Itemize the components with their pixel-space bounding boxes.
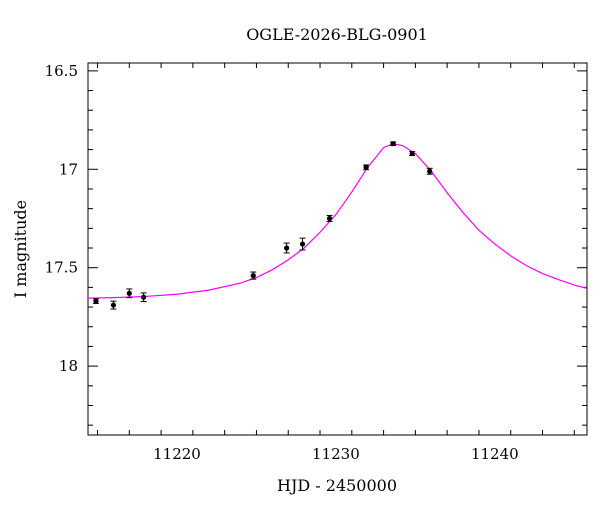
data-point — [326, 215, 333, 222]
data-points — [92, 141, 433, 310]
y-axis-label: I magnitude — [11, 200, 30, 298]
data-point-marker — [126, 290, 132, 296]
model-curve — [87, 143, 588, 299]
x-tick-label: 11220 — [153, 445, 201, 463]
chart-title: OGLE-2026-BLG-0901 — [246, 25, 428, 44]
data-point — [92, 298, 99, 305]
data-point-marker — [409, 150, 415, 157]
data-point-marker — [93, 298, 99, 304]
data-point — [299, 237, 306, 251]
x-tick-label: 11240 — [471, 445, 519, 463]
y-tick-label: 17.5 — [45, 259, 78, 277]
data-point — [140, 292, 147, 303]
plot-frame — [87, 62, 588, 436]
y-tick-label: 17 — [59, 160, 78, 178]
y-tick-label: 18 — [59, 357, 78, 375]
data-point — [126, 288, 133, 299]
data-point-marker — [250, 272, 256, 279]
x-axis: 11220 11230 11240 — [97, 63, 575, 463]
data-point-marker — [110, 302, 117, 308]
data-point — [409, 150, 416, 157]
data-point-marker — [390, 141, 396, 147]
data-point — [250, 271, 257, 280]
data-point — [426, 167, 433, 175]
data-point-marker — [141, 294, 147, 300]
x-axis-label: HJD - 2450000 — [277, 476, 397, 495]
data-point-marker — [363, 164, 369, 170]
data-point-marker — [326, 215, 333, 222]
data-point-marker — [427, 168, 433, 174]
data-point — [390, 141, 397, 147]
data-point — [110, 300, 117, 310]
y-tick-label: 16.5 — [45, 62, 78, 80]
x-tick-label: 11230 — [312, 445, 360, 463]
data-point-marker — [299, 241, 306, 247]
data-point — [363, 164, 370, 171]
data-point-marker — [284, 245, 290, 251]
data-point — [283, 242, 290, 254]
y-axis: 16.5 17 17.5 18 — [45, 62, 587, 426]
